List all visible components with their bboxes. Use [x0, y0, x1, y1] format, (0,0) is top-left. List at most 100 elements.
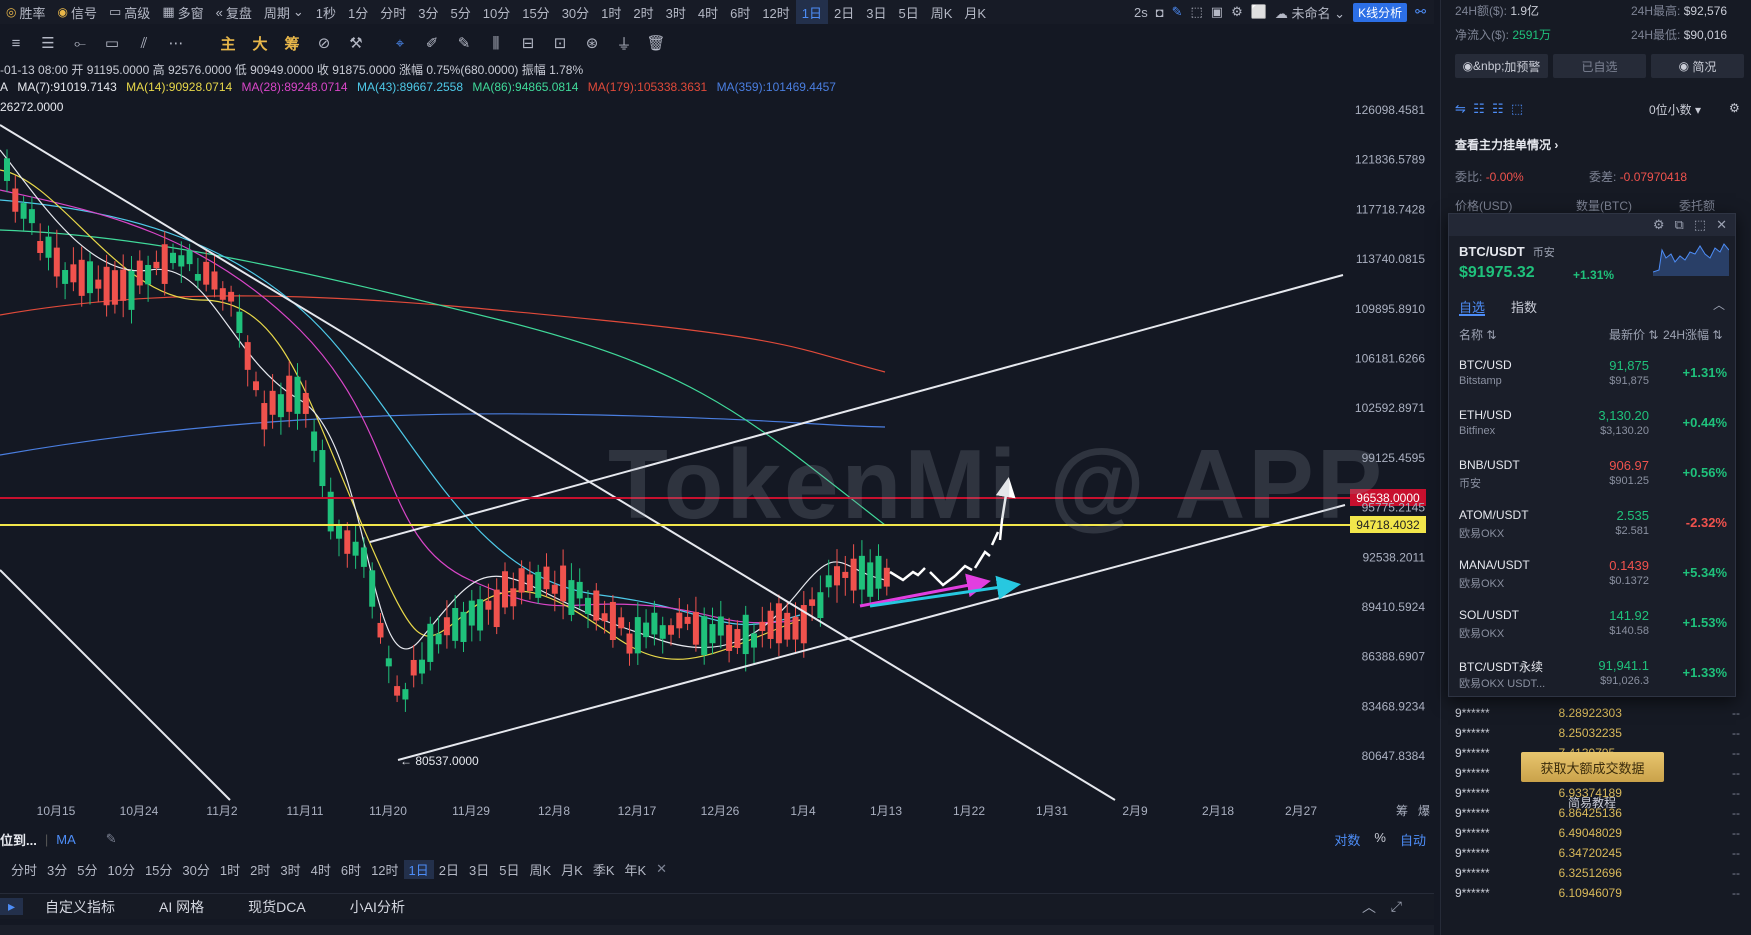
period-6h[interactable]: 6时	[730, 5, 751, 21]
edit-icon[interactable]: ✎	[105, 831, 117, 846]
lines-icon[interactable]: ☰	[41, 35, 55, 52]
period-5m[interactable]: 5分	[450, 5, 471, 21]
get-big-trades-button[interactable]: 获取大额成交数据	[1521, 752, 1664, 782]
expand-icon[interactable]: ⤢	[1390, 898, 1402, 914]
settings-icon[interactable]: ⚙	[1729, 101, 1740, 115]
period-timeline[interactable]: 分时	[380, 5, 407, 21]
bperiod-6h[interactable]: 6时	[340, 862, 362, 878]
bperiod-12h[interactable]: 12时	[371, 862, 399, 878]
period-15m[interactable]: 15分	[522, 5, 550, 21]
depth-view-icons[interactable]: ⇋ ☷ ☷ ⬚	[1455, 101, 1524, 116]
bperiod-3m[interactable]: 3分	[47, 862, 68, 878]
period-1h[interactable]: 1时	[601, 5, 622, 21]
tab-stub[interactable]: ▸	[0, 898, 24, 915]
big-order-icon[interactable]: 大	[252, 35, 268, 53]
tab-spot-dca[interactable]: 现货DCA	[248, 898, 306, 915]
chips-icon[interactable]: 筹	[284, 35, 300, 53]
period-month[interactable]: 月K	[964, 5, 987, 21]
winrate-button[interactable]: ◎ 胜率	[6, 5, 46, 21]
bperiod-3d[interactable]: 3日	[469, 862, 490, 878]
save-icon[interactable]: ▣	[1210, 4, 1224, 19]
chart-corner-label[interactable]: 爆	[1418, 804, 1430, 818]
menu-icon[interactable]: ≡	[11, 34, 21, 52]
brush-icon[interactable]: ⚒	[349, 35, 363, 52]
bperiod-1d[interactable]: 1日	[403, 859, 434, 879]
indicator-icon[interactable]: ⊘	[317, 35, 331, 52]
trend-line[interactable]	[397, 504, 1346, 761]
bperiod-4h[interactable]: 4时	[310, 862, 331, 878]
tab-favorites[interactable]: 自选	[1459, 300, 1486, 315]
bperiod-15m[interactable]: 15分	[144, 862, 173, 878]
refresh-interval[interactable]: 2s	[1133, 4, 1148, 20]
period-4h[interactable]: 4时	[697, 5, 719, 21]
bperiod-10m[interactable]: 10分	[107, 862, 135, 878]
chart-corner-label[interactable]: 筹	[1396, 804, 1408, 818]
tab-ai-grid[interactable]: AI 网格	[159, 898, 205, 915]
period-2d[interactable]: 2日	[834, 5, 855, 21]
col-change[interactable]: 24H涨幅 ⇅	[1663, 328, 1723, 342]
watchlist-row[interactable]: ETH/USD Bitfinex 3,130.20 $3,130.20 +0.44%	[1449, 400, 1735, 450]
watchlist-row[interactable]: SOL/USDT 欧易OKX 141.92 $140.58 +1.53%	[1449, 600, 1735, 650]
pin-icon[interactable]: ⬚	[1693, 217, 1707, 232]
fullscreen-icon[interactable]: ⬜	[1250, 4, 1267, 19]
period-week[interactable]: 周K	[930, 5, 953, 21]
tab-custom-indicator[interactable]: 自定义指标	[45, 898, 116, 915]
close-icon[interactable]: ✕	[1716, 217, 1727, 232]
period-1d[interactable]: 1日	[795, 0, 829, 24]
indicator-name[interactable]: 位到...	[0, 832, 37, 848]
bperiod-quarter[interactable]: 季K	[592, 862, 615, 878]
bperiod-timeline[interactable]: 分时	[11, 862, 38, 878]
add-alert-button[interactable]: ◉ &nbp; 加预警	[1455, 54, 1548, 78]
watchlist-row[interactable]: BTC/USD Bitstamp 91,875 $91,875 +1.31%	[1449, 350, 1735, 400]
watchlist-row[interactable]: BTC/USDT永续 欧易OKX USDT... 91,941.1 $91,026.3…	[1449, 650, 1735, 700]
period-1m[interactable]: 1分	[348, 5, 369, 21]
gear-icon[interactable]: ⚙	[1652, 217, 1665, 232]
period-12h[interactable]: 12时	[762, 5, 790, 21]
filter-icon[interactable]: ⏚	[616, 35, 632, 53]
workspace-dropdown[interactable]: ☁ 未命名 ⌄	[1274, 5, 1346, 21]
magnet-icon[interactable]: ⊛	[585, 35, 599, 52]
camera-icon[interactable]: ◘	[1155, 4, 1164, 20]
decimals-dropdown[interactable]: 0位小数 ▾	[1649, 103, 1702, 117]
period-1s[interactable]: 1秒	[315, 5, 337, 21]
period-10m[interactable]: 10分	[482, 5, 511, 21]
hline-icon[interactable]: ⟜	[73, 34, 86, 52]
trend-line[interactable]	[0, 124, 1116, 801]
depth-link[interactable]: 查看主力挂单情况 ›	[1455, 138, 1559, 152]
col-name[interactable]: 名称 ⇅	[1459, 328, 1497, 342]
period-2h[interactable]: 2时	[633, 5, 654, 21]
replay-button[interactable]: «复盘	[215, 4, 252, 21]
trend-line[interactable]	[0, 569, 231, 801]
watchlist-row[interactable]: MANA/USDT 欧易OKX 0.1439 $0.1372 +5.34%	[1449, 550, 1735, 600]
signal-button[interactable]: ◉ 信号	[57, 5, 98, 21]
trash-icon[interactable]: 🗑	[646, 35, 666, 52]
ruler-icon[interactable]: ✐	[425, 35, 439, 52]
favorited-button[interactable]: 已自选	[1553, 54, 1646, 78]
period-3d[interactable]: 3日	[866, 5, 887, 21]
bperiod-3h[interactable]: 3时	[280, 862, 301, 878]
brief-button[interactable]: ◉ 简况	[1651, 54, 1744, 78]
log-scale-button[interactable]: 对数	[1334, 832, 1361, 848]
bperiod-month[interactable]: 月K	[561, 862, 583, 878]
bperiod-week[interactable]: 周K	[529, 862, 552, 878]
watchlist-symbol[interactable]: BTC/USDT 币安	[1459, 244, 1555, 259]
note-icon[interactable]: ⊡	[553, 35, 567, 52]
lock-icon[interactable]: ⊟	[521, 35, 535, 52]
popout-icon[interactable]: ⧉	[1674, 217, 1684, 232]
cursor-icon[interactable]: ⌖	[395, 34, 405, 52]
collapse-icon[interactable]: ︿	[1712, 298, 1725, 312]
watchlist-row[interactable]: ATOM/USDT 欧易OKX 2.535 $2.581 -2.32%	[1449, 500, 1735, 550]
bperiod-2h[interactable]: 2时	[250, 862, 271, 878]
kline-analysis-button[interactable]: K线分析	[1353, 2, 1408, 22]
candles-icon[interactable]: ⫼	[492, 34, 500, 52]
rect-icon[interactable]: ▭	[104, 35, 120, 52]
parallel-icon[interactable]: ⫽	[140, 34, 148, 52]
bperiod-30m[interactable]: 30分	[182, 862, 210, 878]
gear-icon[interactable]: ⚙	[1231, 4, 1243, 19]
collapse-icon[interactable]: ︿	[1362, 898, 1376, 915]
period-3m[interactable]: 3分	[418, 5, 439, 21]
more-icon[interactable]: ⋯	[168, 35, 184, 52]
link-icon[interactable]: ⚯	[1415, 4, 1426, 19]
advanced-button[interactable]: ▭ 高级	[109, 4, 151, 21]
col-price[interactable]: 最新价 ⇅	[1609, 328, 1659, 342]
